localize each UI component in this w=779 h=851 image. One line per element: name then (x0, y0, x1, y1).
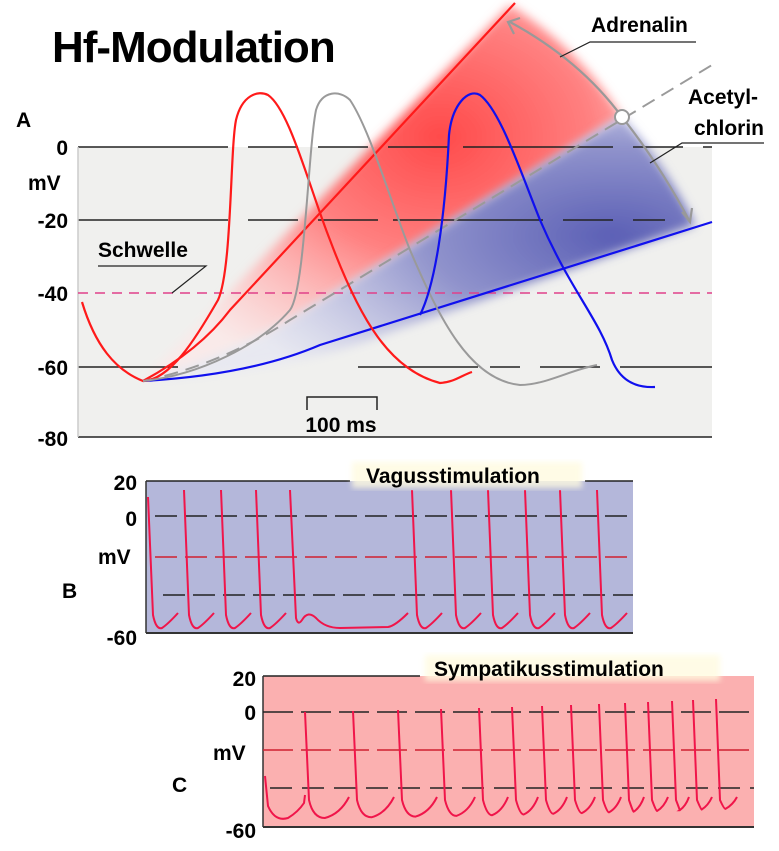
panel-c-tick-minus60: -60 (226, 820, 256, 843)
action-potential-spike (397, 709, 438, 818)
arrow-head-down-icon (681, 207, 694, 225)
action-potential-spike (183, 489, 215, 630)
adrenalin-leader-line (559, 41, 696, 58)
action-potential-start (264, 775, 306, 820)
y-tick-minus20: -20 (38, 210, 68, 233)
panel-a-gridlines (77, 146, 712, 438)
panel-c-title-glow (425, 655, 720, 681)
threshold-leader-line (98, 265, 208, 294)
time-scale-bar (306, 396, 378, 410)
action-potential-spike (487, 489, 519, 630)
action-potential-spike (671, 700, 690, 812)
panel-c-tick-20: 20 (233, 668, 256, 691)
panel-c-tick-0: 0 (244, 702, 256, 725)
control-action-potential (142, 92, 598, 387)
panel-a-label: A (16, 109, 31, 132)
action-potential-spike (715, 698, 738, 810)
panel-b-label: B (62, 580, 77, 603)
adrenalin-label: Adrenalin (591, 14, 688, 37)
acetylcholin-slope-line (142, 220, 713, 383)
panel-b-trace (147, 489, 628, 630)
action-potential-spike (692, 699, 713, 811)
panel-b: Vagusstimulation 20 0 mV B -60 (62, 462, 633, 650)
action-potential-spike (647, 701, 669, 813)
panel-b-tick-20: 20 (114, 472, 137, 495)
action-potential-spike (524, 489, 556, 630)
panel-c-trace (264, 698, 738, 820)
y-unit-label: mV (28, 172, 61, 195)
action-potential-spike (511, 706, 539, 816)
action-potential-spike (541, 705, 568, 815)
y-tick-minus40: -40 (38, 283, 68, 306)
adrenalin-slope-line (142, 2, 516, 382)
action-potential-spike (411, 489, 443, 630)
panel-b-unit: mV (98, 546, 131, 569)
action-potential-spike (624, 702, 645, 813)
adrenalin-wedge (143, 5, 622, 381)
panel-c-background (263, 676, 754, 827)
panel-b-tick-minus60: -60 (107, 627, 137, 650)
action-potential-spike (220, 489, 252, 630)
action-potential-spike (352, 710, 395, 819)
panel-c-label: C (172, 774, 187, 797)
adrenalin-action-potential (80, 92, 473, 385)
panel-b-title-glow (352, 462, 582, 488)
acetylcholin-action-potential (419, 92, 656, 389)
y-tick-minus80: -80 (38, 428, 68, 451)
y-tick-0: 0 (56, 137, 68, 160)
acetylcholin-label-line2: chlorin (694, 117, 764, 140)
action-potential-spike (304, 711, 350, 820)
action-potential-spike (570, 704, 596, 815)
action-potential-spike (255, 489, 287, 630)
action-potential-spike (450, 489, 482, 630)
panel-a: A 0 mV -20 -40 -60 -80 Schwelle 100 ms A… (16, 2, 764, 451)
action-potential-spike (478, 707, 509, 817)
acetylcholin-wedge (143, 117, 695, 381)
action-potential-spike (147, 496, 179, 630)
action-potential-spike (598, 703, 622, 814)
threshold-label: Schwelle (98, 239, 188, 262)
panel-b-tick-0: 0 (125, 508, 137, 531)
action-potential-spike-with-pause (289, 489, 409, 630)
figure-title: Hf-Modulation (52, 23, 335, 72)
acetylcholin-label-line1: Acetyl- (688, 86, 758, 109)
acetylcholin-leader-line (649, 142, 764, 164)
panel-c-title: Sympatikusstimulation (434, 658, 664, 681)
time-scale-label: 100 ms (305, 414, 376, 437)
control-point-circle (614, 109, 630, 125)
arrow-head-up-icon (506, 16, 521, 35)
panel-b-title: Vagusstimulation (366, 465, 540, 488)
panel-c: Sympatikusstimulation 20 0 mV C -60 (172, 655, 754, 843)
y-tick-minus60: -60 (38, 357, 68, 380)
action-potential-spike (440, 708, 476, 817)
action-potential-spike (596, 489, 628, 630)
action-potential-spike (559, 489, 591, 630)
panel-c-unit: mV (213, 742, 246, 765)
